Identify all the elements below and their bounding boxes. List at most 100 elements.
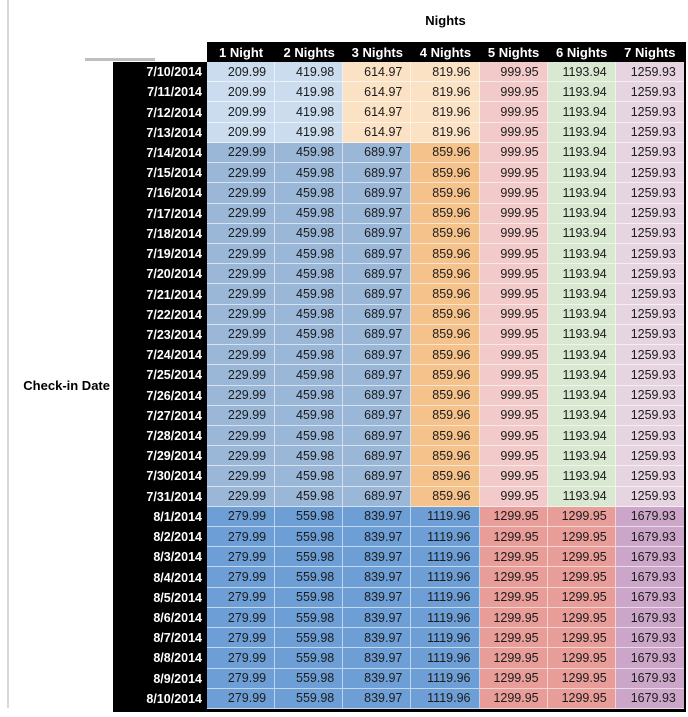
price-cell[interactable]: 689.97 — [343, 405, 412, 426]
price-cell[interactable]: 229.99 — [207, 405, 276, 426]
price-cell[interactable]: 1259.93 — [615, 385, 684, 406]
row-date-cell[interactable]: 7/24/2014 — [113, 345, 207, 366]
price-cell[interactable]: 1299.95 — [547, 668, 616, 689]
price-cell[interactable]: 1193.94 — [547, 62, 616, 83]
price-cell[interactable]: 1193.94 — [547, 446, 616, 467]
price-cell[interactable]: 999.95 — [479, 365, 548, 386]
price-cell[interactable]: 1193.94 — [547, 284, 616, 305]
price-cell[interactable]: 689.97 — [343, 466, 412, 487]
price-cell[interactable]: 1119.96 — [411, 587, 480, 608]
price-cell[interactable]: 279.99 — [207, 648, 276, 669]
price-cell[interactable]: 229.99 — [207, 223, 276, 244]
price-cell[interactable]: 1193.94 — [547, 264, 616, 285]
price-cell[interactable]: 859.96 — [411, 446, 480, 467]
price-cell[interactable]: 999.95 — [479, 163, 548, 184]
price-cell[interactable]: 859.96 — [411, 243, 480, 265]
price-cell[interactable]: 999.95 — [479, 284, 548, 305]
price-cell[interactable]: 1259.93 — [615, 324, 684, 346]
price-cell[interactable]: 419.98 — [275, 82, 344, 103]
price-cell[interactable]: 839.97 — [343, 607, 412, 629]
price-cell[interactable]: 1679.93 — [615, 567, 684, 588]
row-date-cell[interactable]: 8/5/2014 — [113, 587, 207, 608]
price-cell[interactable]: 999.95 — [479, 203, 548, 224]
price-cell[interactable]: 689.97 — [343, 486, 412, 507]
price-cell[interactable]: 459.98 — [275, 243, 344, 265]
price-cell[interactable]: 1259.93 — [615, 264, 684, 285]
price-cell[interactable]: 999.95 — [479, 405, 548, 426]
price-cell[interactable]: 839.97 — [343, 648, 412, 669]
price-cell[interactable]: 839.97 — [343, 688, 412, 709]
price-cell[interactable]: 279.99 — [207, 527, 276, 548]
row-date-cell[interactable]: 7/29/2014 — [113, 446, 207, 467]
price-cell[interactable]: 459.98 — [275, 345, 344, 366]
price-cell[interactable]: 999.95 — [479, 223, 548, 244]
price-cell[interactable]: 1259.93 — [615, 304, 684, 325]
price-cell[interactable]: 419.98 — [275, 62, 344, 83]
price-cell[interactable]: 859.96 — [411, 425, 480, 447]
price-cell[interactable]: 859.96 — [411, 304, 480, 325]
price-cell[interactable]: 1193.94 — [547, 243, 616, 265]
price-cell[interactable]: 1119.96 — [411, 688, 480, 709]
price-cell[interactable]: 1679.93 — [615, 648, 684, 669]
price-cell[interactable]: 1679.93 — [615, 587, 684, 608]
price-cell[interactable]: 1299.95 — [547, 648, 616, 669]
row-date-cell[interactable]: 8/2/2014 — [113, 527, 207, 548]
column-header[interactable]: 4 Nights — [411, 42, 480, 62]
row-date-cell[interactable]: 7/26/2014 — [113, 385, 207, 406]
row-date-cell[interactable]: 7/10/2014 — [113, 62, 207, 83]
price-cell[interactable]: 1679.93 — [615, 527, 684, 548]
price-cell[interactable]: 1299.95 — [547, 547, 616, 568]
price-cell[interactable]: 859.96 — [411, 284, 480, 305]
price-cell[interactable]: 839.97 — [343, 587, 412, 608]
price-cell[interactable]: 279.99 — [207, 587, 276, 608]
price-cell[interactable]: 999.95 — [479, 385, 548, 406]
row-date-cell[interactable]: 7/31/2014 — [113, 486, 207, 507]
price-cell[interactable]: 229.99 — [207, 243, 276, 265]
price-cell[interactable]: 459.98 — [275, 425, 344, 447]
price-cell[interactable]: 1299.95 — [479, 547, 548, 568]
price-cell[interactable]: 859.96 — [411, 345, 480, 366]
price-cell[interactable]: 1259.93 — [615, 102, 684, 123]
price-cell[interactable]: 229.99 — [207, 324, 276, 346]
price-cell[interactable]: 459.98 — [275, 385, 344, 406]
row-date-cell[interactable]: 7/19/2014 — [113, 243, 207, 265]
price-cell[interactable]: 1299.95 — [547, 527, 616, 548]
price-cell[interactable]: 1299.95 — [479, 688, 548, 709]
price-cell[interactable]: 1299.95 — [547, 688, 616, 709]
price-cell[interactable]: 859.96 — [411, 324, 480, 346]
price-cell[interactable]: 559.98 — [275, 688, 344, 709]
price-cell[interactable]: 559.98 — [275, 628, 344, 649]
row-date-cell[interactable]: 7/25/2014 — [113, 365, 207, 386]
price-cell[interactable]: 689.97 — [343, 284, 412, 305]
price-cell[interactable]: 459.98 — [275, 142, 344, 164]
price-cell[interactable]: 229.99 — [207, 304, 276, 325]
price-cell[interactable]: 459.98 — [275, 486, 344, 507]
price-cell[interactable]: 1259.93 — [615, 466, 684, 487]
price-cell[interactable]: 1193.94 — [547, 486, 616, 507]
price-cell[interactable]: 1259.93 — [615, 142, 684, 164]
price-cell[interactable]: 1299.95 — [547, 567, 616, 588]
row-date-cell[interactable]: 7/30/2014 — [113, 466, 207, 487]
price-cell[interactable]: 999.95 — [479, 486, 548, 507]
price-cell[interactable]: 279.99 — [207, 567, 276, 588]
price-cell[interactable]: 559.98 — [275, 527, 344, 548]
price-cell[interactable]: 1193.94 — [547, 425, 616, 447]
price-cell[interactable]: 1119.96 — [411, 628, 480, 649]
price-cell[interactable]: 1193.94 — [547, 405, 616, 426]
price-cell[interactable]: 229.99 — [207, 425, 276, 447]
price-cell[interactable]: 1679.93 — [615, 547, 684, 568]
price-cell[interactable]: 1299.95 — [479, 587, 548, 608]
price-cell[interactable]: 559.98 — [275, 648, 344, 669]
price-cell[interactable]: 1193.94 — [547, 304, 616, 325]
price-cell[interactable]: 839.97 — [343, 628, 412, 649]
price-cell[interactable]: 689.97 — [343, 324, 412, 346]
column-header[interactable]: 2 Nights — [275, 42, 344, 62]
row-date-cell[interactable]: 7/22/2014 — [113, 304, 207, 325]
price-cell[interactable]: 279.99 — [207, 688, 276, 709]
price-cell[interactable]: 1679.93 — [615, 668, 684, 689]
price-cell[interactable]: 859.96 — [411, 142, 480, 164]
price-cell[interactable]: 459.98 — [275, 223, 344, 244]
price-cell[interactable]: 819.96 — [411, 122, 480, 143]
price-cell[interactable]: 1299.95 — [479, 567, 548, 588]
price-cell[interactable]: 999.95 — [479, 183, 548, 204]
